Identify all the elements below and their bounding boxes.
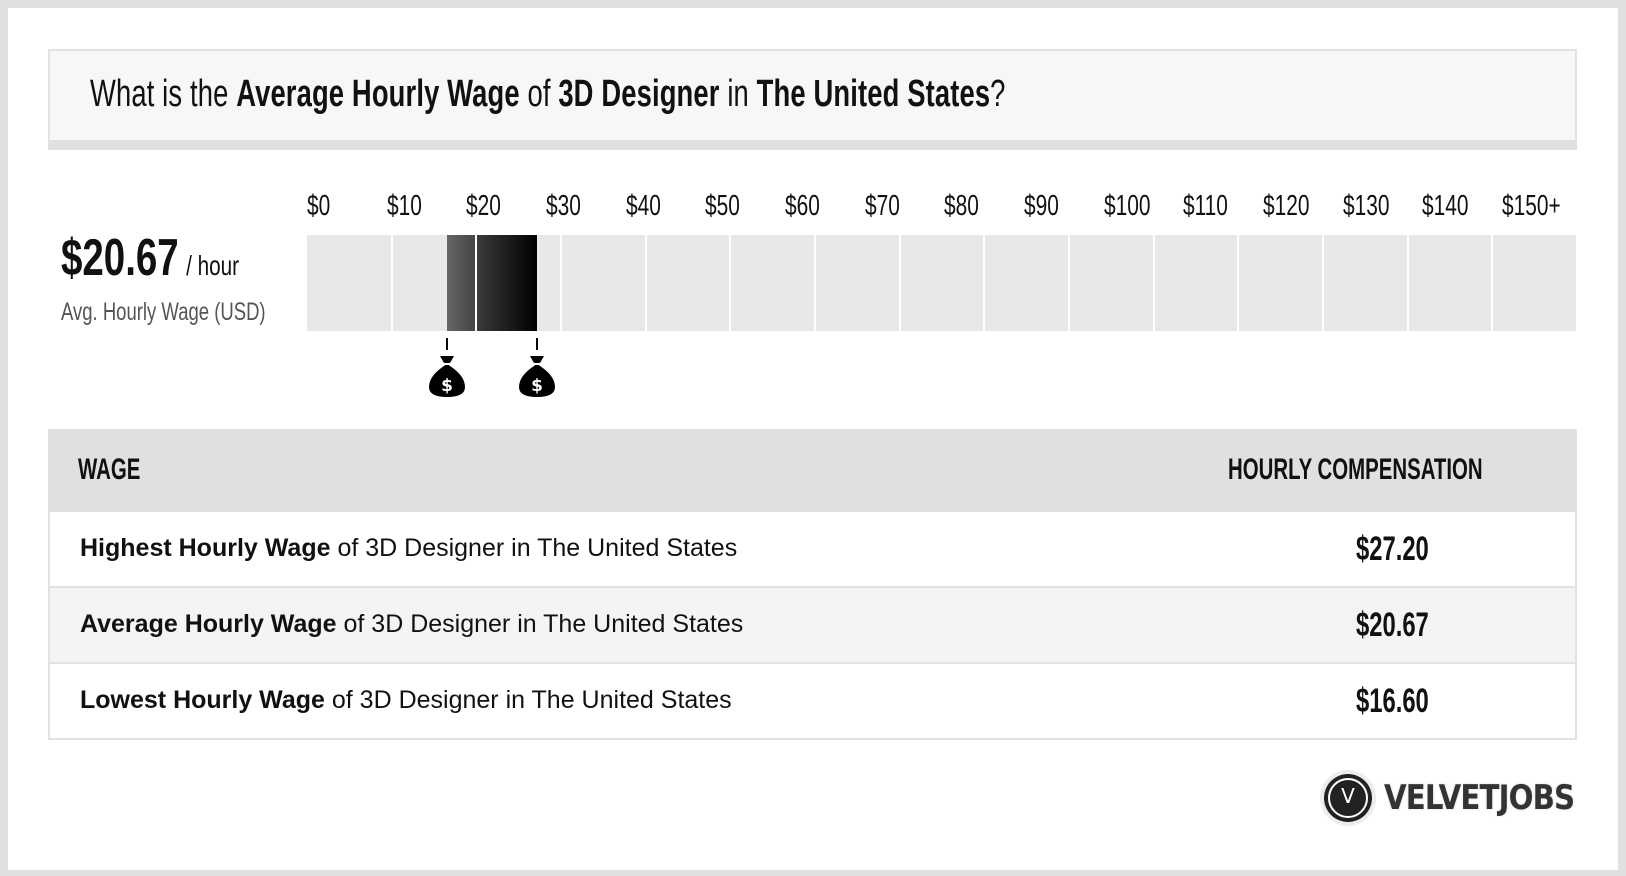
- tick-label: $30: [546, 190, 581, 222]
- row-value: $27.20: [1356, 530, 1429, 568]
- tick-label: $90: [1024, 190, 1059, 222]
- bar-segment: [1324, 235, 1407, 331]
- tick-label: $100: [1103, 190, 1151, 222]
- bar-segment: [816, 235, 899, 331]
- tick-label: $10: [386, 190, 422, 222]
- row-value: $16.60: [1356, 682, 1429, 720]
- table-row: Highest Hourly Wage of 3D Designer in Th…: [50, 510, 1575, 586]
- tick-label: $150+: [1502, 190, 1561, 222]
- bar-segment: [985, 235, 1068, 331]
- wage-bar-track: [307, 235, 1577, 331]
- tick-label: $50: [705, 190, 741, 222]
- title-location: The United States: [756, 73, 991, 115]
- tick-label: $40: [625, 190, 661, 222]
- title-prefix: What is the: [90, 73, 229, 115]
- bar-segment: [1239, 235, 1322, 331]
- svg-text:$: $: [441, 376, 453, 396]
- money-bag-icon: $: [519, 356, 555, 397]
- tick-label: $70: [864, 190, 900, 222]
- average-wage-unit: / hour: [186, 250, 240, 281]
- title-box: What is the Average Hourly Wage of 3D De…: [48, 49, 1577, 150]
- title-of: of: [527, 73, 551, 115]
- tick-label: $120: [1263, 190, 1310, 222]
- wage-table: WAGE HOURLY COMPENSATION Highest Hourly …: [48, 429, 1577, 740]
- tick-label: $140: [1422, 190, 1469, 222]
- header-hourly-compensation: HOURLY COMPENSATION: [1228, 453, 1483, 486]
- marker-tick: [446, 338, 448, 350]
- row-value: $20.67: [1356, 606, 1429, 644]
- page-title: What is the Average Hourly Wage of 3D De…: [90, 73, 1006, 116]
- tick-label: $130: [1342, 190, 1390, 222]
- row-label: Average Hourly Wage of 3D Designer in Th…: [80, 610, 743, 639]
- bar-segment: [1408, 235, 1492, 331]
- average-wage-value: $20.67: [61, 229, 179, 287]
- velvetjobs-logo[interactable]: V VELVETJOBS: [1320, 770, 1580, 826]
- money-bag-icon: $: [429, 356, 465, 397]
- bar-segment: [646, 235, 730, 331]
- row-label-rest: of 3D Designer in The United States: [324, 686, 732, 714]
- row-label-bold: Lowest Hourly Wage: [80, 686, 325, 714]
- row-label-rest: of 3D Designer in The United States: [330, 534, 738, 562]
- average-wage-label: Avg. Hourly Wage (USD): [61, 298, 266, 326]
- title-metric: Average Hourly Wage: [236, 73, 520, 115]
- tick-label: $80: [944, 190, 980, 222]
- title-job: 3D Designer: [558, 73, 720, 115]
- tick-label: $20: [466, 190, 502, 222]
- title-suffix: ?: [990, 73, 1006, 115]
- row-label-bold: Average Hourly Wage: [80, 610, 337, 638]
- bar-segment: [562, 235, 645, 331]
- row-label: Highest Hourly Wage of 3D Designer in Th…: [80, 534, 737, 563]
- bar-segment: [1070, 235, 1153, 331]
- range-fill-lower: [447, 235, 476, 331]
- bar-segment: [900, 235, 984, 331]
- table-row: Lowest Hourly Wage of 3D Designer in The…: [50, 662, 1575, 738]
- title-in: in: [727, 73, 749, 115]
- bar-segment: [1493, 235, 1576, 331]
- average-wage-display: $20.67/ hour: [61, 228, 239, 288]
- row-label-rest: of 3D Designer in The United States: [336, 610, 744, 638]
- tick-label: $60: [785, 190, 820, 222]
- table-row: Average Hourly Wage of 3D Designer in Th…: [50, 586, 1575, 662]
- bar-segment: [1154, 235, 1238, 331]
- bar-segment: [307, 235, 391, 331]
- row-label: Lowest Hourly Wage of 3D Designer in The…: [80, 686, 732, 715]
- table-header: WAGE HOURLY COMPENSATION: [50, 429, 1575, 510]
- bar-segment: [731, 235, 814, 331]
- marker-tick: [536, 338, 538, 350]
- header-wage: WAGE: [78, 453, 141, 486]
- svg-text:$: $: [531, 376, 543, 396]
- range-fill-upper: [477, 235, 537, 331]
- tick-label: $110: [1183, 190, 1229, 222]
- logo-wordmark: VELVETJOBS: [1384, 778, 1575, 818]
- tick-label: $0: [307, 190, 331, 222]
- velvetjobs-v-icon: V: [1320, 770, 1376, 826]
- row-label-bold: Highest Hourly Wage: [80, 534, 331, 562]
- wage-range-chart: $0 $10 $20 $30 $40 $50 $60 $70 $80 $90 $100 $110 $12…: [307, 190, 1577, 410]
